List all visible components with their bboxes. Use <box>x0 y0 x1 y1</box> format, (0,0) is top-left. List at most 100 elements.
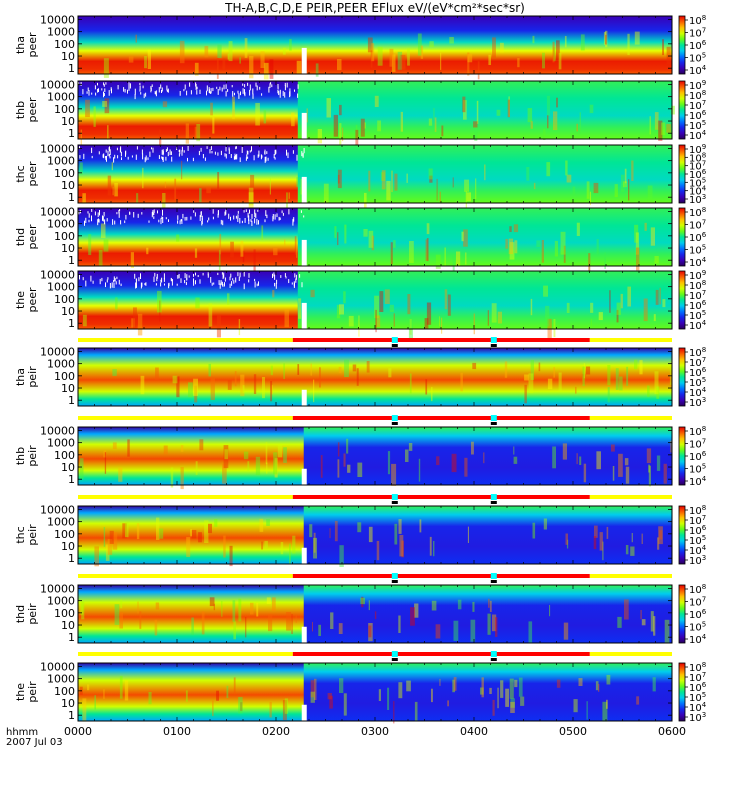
noise-speckle <box>272 214 274 220</box>
texture-column <box>93 106 96 127</box>
texture-column <box>115 297 118 310</box>
mode-marker-tick <box>490 580 497 583</box>
mode-bar <box>78 573 672 583</box>
texture-column <box>337 442 340 457</box>
noise-speckle <box>245 157 247 161</box>
noise-speckle <box>158 155 160 160</box>
noise-speckle <box>83 153 85 160</box>
texture-column <box>640 610 642 620</box>
texture-column <box>339 678 344 693</box>
texture-column <box>277 444 283 458</box>
noise-speckle <box>114 220 116 225</box>
noise-speckle <box>246 150 248 155</box>
noise-speckle <box>201 218 203 225</box>
texture-column <box>453 677 457 691</box>
colorbar-label: 105 <box>689 621 706 634</box>
colorbar-exponent: 6 <box>702 168 707 176</box>
noise-speckle <box>85 280 87 287</box>
texture-column <box>473 313 475 335</box>
texture-column <box>467 52 470 76</box>
texture-column <box>334 226 337 238</box>
panel-probe-label: thb <box>14 447 27 465</box>
noise-speckle <box>261 93 263 96</box>
texture-column <box>440 52 442 70</box>
panel-species-label: peer <box>26 287 39 313</box>
colorbar-label: 104 <box>689 475 707 488</box>
texture-column <box>209 597 215 607</box>
noise-speckle <box>166 147 168 151</box>
colorbar-exponent: 9 <box>702 143 706 151</box>
noise-speckle <box>153 216 155 219</box>
texture-column <box>451 453 457 473</box>
texture-column <box>605 30 608 48</box>
noise-speckle <box>177 220 179 224</box>
mode-segment <box>589 574 672 578</box>
noise-speckle <box>97 218 99 223</box>
noise-speckle <box>235 215 237 219</box>
texture-column <box>604 252 606 269</box>
noise-speckle <box>302 153 304 158</box>
noise-speckle <box>153 212 155 215</box>
texture-column <box>368 625 372 638</box>
colorbar-exponent: 4 <box>702 386 707 394</box>
texture-column <box>253 374 257 394</box>
y-tick-label: 100 <box>54 370 75 383</box>
texture-column <box>424 318 429 329</box>
texture-column <box>429 175 433 183</box>
colorbar-exponent: 5 <box>702 119 706 127</box>
texture-column <box>456 251 461 266</box>
texture-column <box>582 366 585 386</box>
noise-speckle <box>217 272 219 276</box>
noise-speckle <box>131 155 133 158</box>
noise-speckle <box>267 157 269 161</box>
texture-column <box>179 40 185 64</box>
texture-column <box>204 520 209 543</box>
noise-speckle <box>82 89 84 95</box>
texture-column <box>520 696 525 706</box>
texture-column <box>528 621 533 643</box>
texture-column <box>553 47 556 62</box>
noise-speckle <box>248 215 250 221</box>
noise-speckle <box>184 273 186 279</box>
texture-column <box>256 602 259 617</box>
noise-speckle <box>135 278 137 285</box>
noise-speckle <box>163 273 165 280</box>
noise-speckle <box>255 82 257 87</box>
texture-column <box>135 34 137 43</box>
texture-column <box>444 289 448 310</box>
noise-speckle <box>225 209 227 215</box>
texture-column <box>344 359 349 377</box>
texture-column <box>639 360 643 375</box>
texture-column <box>255 456 261 476</box>
texture-column <box>159 300 161 322</box>
texture-column <box>263 110 267 124</box>
texture-column <box>338 623 343 634</box>
noise-speckle <box>107 277 109 280</box>
texture-column <box>186 537 191 557</box>
mode-segment <box>292 338 590 342</box>
texture-column <box>378 689 381 701</box>
noise-speckle <box>137 213 139 218</box>
texture-column <box>599 532 603 551</box>
noise-speckle <box>279 92 281 98</box>
texture-column <box>428 118 433 126</box>
texture-column <box>238 697 243 714</box>
noise-speckle <box>158 219 160 223</box>
noise-speckle <box>108 147 110 151</box>
texture-column <box>563 245 566 263</box>
texture-column <box>418 458 421 482</box>
colorbar-exponent: 5 <box>702 244 706 252</box>
noise-speckle <box>275 151 277 154</box>
texture-column <box>576 123 578 132</box>
x-tick-label: 0200 <box>262 725 290 738</box>
noise-speckle <box>286 82 288 88</box>
texture-column <box>635 232 639 255</box>
noise-speckle <box>179 149 181 155</box>
texture-column <box>425 239 428 261</box>
noise-speckle <box>153 209 155 213</box>
texture-column <box>388 368 392 378</box>
texture-column <box>524 384 527 404</box>
noise-speckle <box>223 84 225 90</box>
noise-speckle <box>219 86 221 91</box>
